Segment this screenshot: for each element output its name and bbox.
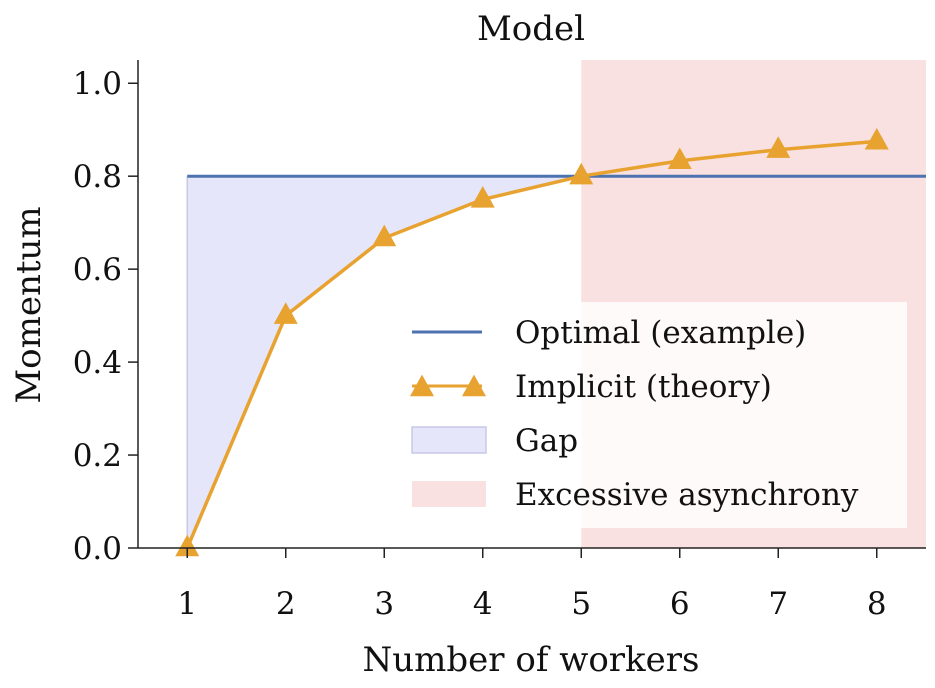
y-tick-label: 0.4 (73, 345, 122, 381)
legend-swatch-gap (411, 426, 487, 454)
legend: Optimal (example) Implicit (theory) Gap … (398, 302, 907, 528)
legend-item-implicit: Implicit (theory) (410, 369, 772, 405)
legend-item-optimal: Optimal (example) (412, 315, 806, 351)
legend-label-excessive: Excessive asynchrony (515, 477, 859, 513)
legend-swatch-excessive (412, 481, 486, 507)
y-tick-label: 0.2 (73, 438, 122, 474)
implicit-marker (766, 136, 791, 158)
legend-label-implicit: Implicit (theory) (515, 369, 772, 405)
legend-marker-implicit-left (410, 374, 434, 397)
y-tick-label: 1.0 (73, 66, 122, 102)
legend-item-excessive: Excessive asynchrony (412, 477, 859, 513)
implicit-marker (667, 147, 692, 170)
implicit-marker (175, 534, 200, 557)
x-tick-label: 1 (177, 586, 197, 622)
x-tick-label: 3 (374, 586, 394, 622)
legend-label-optimal: Optimal (example) (515, 315, 806, 351)
implicit-marker (470, 186, 495, 208)
gap-region (187, 176, 582, 548)
x-tick-label: 7 (768, 586, 788, 622)
legend-label-gap: Gap (515, 423, 578, 459)
y-tick-label: 0.6 (73, 252, 122, 288)
implicit-marker (864, 127, 889, 150)
legend-item-gap: Gap (411, 423, 578, 459)
x-tick-label: 5 (571, 586, 591, 622)
x-tick-label: 2 (276, 586, 296, 622)
axes-layer (137, 60, 926, 549)
series-layer (175, 127, 926, 557)
implicit-marker (372, 224, 397, 247)
implicit-marker (569, 162, 594, 185)
x-axis-label: Number of workers (363, 640, 700, 680)
y-axis-label: Momentum (9, 206, 49, 403)
chart-title: Model (477, 9, 585, 49)
implicit-marker (273, 302, 298, 324)
legend-marker-implicit-right (462, 374, 486, 397)
x-tick-label: 8 (867, 586, 887, 622)
implicit-line (185, 139, 877, 549)
x-tick-label: 4 (473, 586, 493, 622)
y-tick-label: 0.0 (73, 531, 122, 567)
ticks-layer: 1 2 3 4 5 6 7 8 0.0 0.2 0.4 0.6 0.8 1.0 (73, 66, 887, 622)
y-tick-label: 0.8 (73, 159, 122, 195)
x-tick-label: 6 (670, 586, 690, 622)
